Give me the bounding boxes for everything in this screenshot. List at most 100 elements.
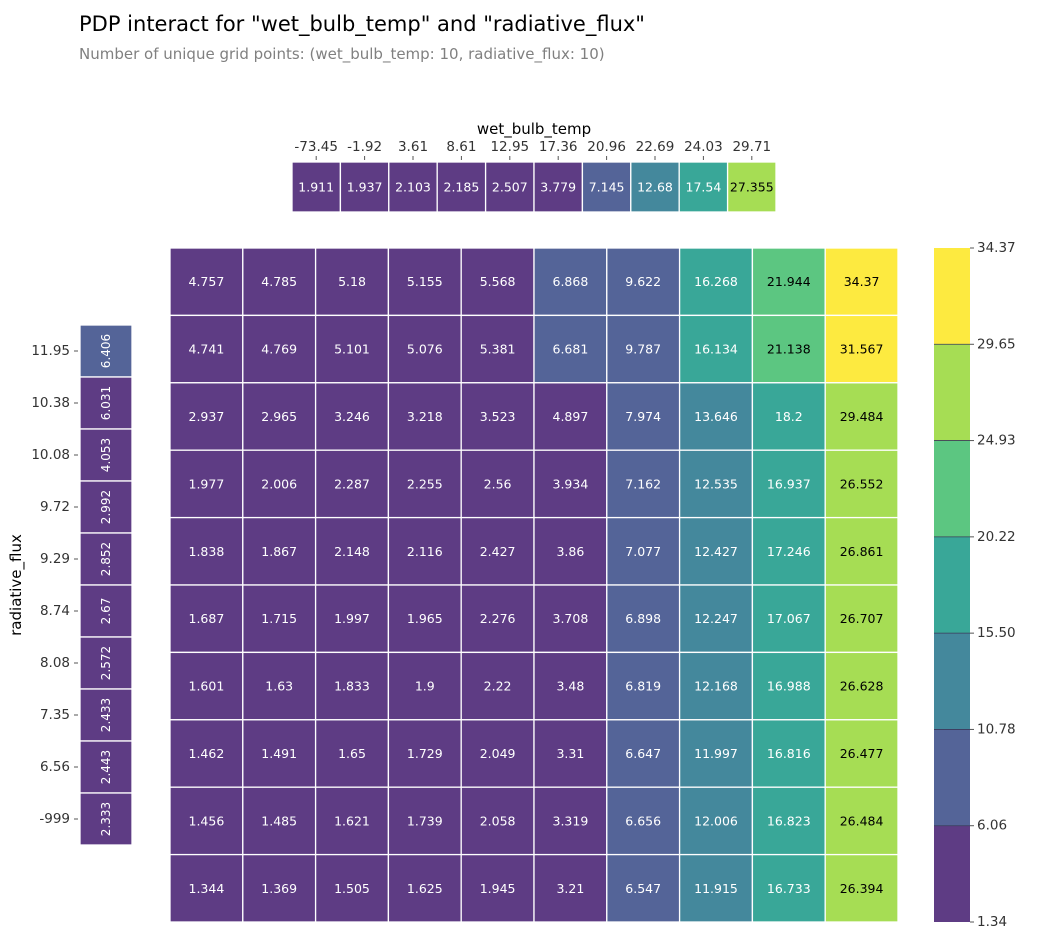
heatmap-cell-label: 3.708 (553, 611, 589, 626)
heatmap-cell-label: 1.63 (265, 679, 293, 694)
heatmap-cell-label: 1.462 (189, 746, 225, 761)
x-marginal-label: 7.145 (589, 180, 625, 195)
heatmap-cell-label: 11.915 (694, 881, 738, 896)
y-tick-label: -999 (39, 811, 70, 827)
colorbar-band (934, 536, 970, 634)
heatmap-cell (169, 449, 244, 519)
heatmap-cell-label: 16.937 (767, 476, 811, 491)
y-marginal-label: 2.992 (99, 490, 113, 524)
heatmap-cell (533, 853, 608, 923)
heatmap-cell (387, 584, 462, 654)
heatmap-cell-label: 1.687 (189, 611, 225, 626)
heatmap-cell-label: 29.484 (840, 409, 884, 424)
y-tick-label: 10.38 (31, 395, 70, 411)
heatmap-cell (678, 853, 754, 923)
heatmap-cell-label: 2.22 (484, 679, 512, 694)
heatmap-cell (533, 584, 608, 654)
heatmap-cell-label: 16.816 (767, 746, 811, 761)
heatmap-cell-label: 1.601 (189, 679, 225, 694)
y-marginal-label: 2.443 (99, 750, 113, 784)
heatmap-cell-label: 31.567 (840, 342, 884, 357)
heatmap-cell-label: 13.646 (694, 409, 738, 424)
heatmap-cell (242, 786, 317, 856)
heatmap-cell-label: 17.067 (767, 611, 811, 626)
heatmap-cell-label: 34.37 (844, 274, 880, 289)
heatmap-cell (460, 584, 535, 654)
colorbar-band (934, 440, 970, 537)
heatmap-cell (387, 853, 462, 923)
heatmap-cell (824, 314, 899, 384)
heatmap-cell (242, 516, 317, 586)
heatmap-cell-label: 2.006 (261, 476, 297, 491)
heatmap-cell-label: 1.965 (407, 611, 443, 626)
y-marginal-cell (79, 740, 133, 794)
heatmap-cell-label: 12.427 (694, 544, 738, 559)
heatmap-cell-label: 26.628 (840, 679, 884, 694)
heatmap-cell-label: 2.287 (334, 476, 370, 491)
heatmap-cell-label: 6.868 (553, 274, 589, 289)
x-marginal-label: 2.103 (395, 180, 431, 195)
heatmap-cell-label: 2.937 (189, 409, 225, 424)
heatmap-cell (169, 247, 244, 317)
colorbar-band (934, 825, 970, 922)
heatmap-cell (387, 719, 462, 788)
colorbar-tick-label: 20.22 (977, 529, 1016, 545)
colorbar-tick-label: 29.65 (977, 336, 1016, 352)
heatmap-cell-label: 7.974 (625, 409, 661, 424)
heatmap-cell (314, 786, 390, 856)
heatmap-cell (751, 719, 826, 788)
heatmap-cell (169, 584, 244, 654)
heatmap-cell-label: 2.965 (261, 409, 297, 424)
chart-subtitle: Number of unique grid points: (wet_bulb_… (79, 45, 605, 63)
heatmap-cell (606, 382, 681, 451)
heatmap-cell (606, 584, 681, 654)
heatmap-grid: 4.757 4.785 5.18 5.155 5.568 6.868 9.622 16.268… (169, 247, 899, 923)
heatmap-cell (606, 786, 681, 856)
y-axis-label: radiative_flux (7, 534, 26, 636)
heatmap-cell-label: 1.739 (407, 813, 443, 828)
heatmap-cell-label: 5.155 (407, 274, 443, 289)
y-marginal-label: 2.572 (99, 646, 113, 680)
heatmap-cell-label: 16.134 (694, 342, 738, 357)
x-axis-label: wet_bulb_temp (477, 120, 591, 139)
heatmap-cell-label: 26.394 (840, 881, 884, 896)
heatmap-cell-label: 1.505 (334, 881, 370, 896)
heatmap-cell-label: 12.168 (694, 679, 738, 694)
heatmap-cell (460, 853, 535, 923)
heatmap-cell (242, 584, 317, 654)
y-tick-label: 7.35 (40, 707, 70, 723)
heatmap-cell-label: 1.456 (189, 813, 225, 828)
colorbar-band (934, 248, 970, 345)
heatmap-cell (533, 719, 608, 788)
heatmap-cell (751, 314, 826, 384)
x-marginal-cell (678, 161, 729, 213)
heatmap-cell-label: 2.427 (480, 544, 516, 559)
heatmap-cell-label: 26.484 (840, 813, 884, 828)
colorbar-tick-label: 24.93 (977, 433, 1016, 449)
heatmap-cell-label: 1.491 (261, 746, 297, 761)
y-marginal-cell (79, 636, 133, 690)
heatmap-cell-label: 2.276 (480, 611, 516, 626)
heatmap-cell-label: 5.381 (480, 342, 516, 357)
y-marginal-cell (79, 688, 133, 742)
heatmap-cell (824, 651, 899, 721)
heatmap-cell-label: 16.733 (767, 881, 811, 896)
heatmap-cell-label: 6.656 (625, 813, 661, 828)
x-tick-label: 17.36 (539, 139, 578, 155)
heatmap-cell-label: 1.621 (334, 813, 370, 828)
heatmap-cell (533, 314, 608, 384)
y-marginal-label: 6.031 (99, 386, 113, 420)
heatmap-cell-label: 1.945 (480, 881, 516, 896)
heatmap-cell-label: 2.116 (407, 544, 443, 559)
heatmap-cell-label: 16.988 (767, 679, 811, 694)
heatmap-cell (314, 314, 390, 384)
heatmap-cell-label: 9.787 (625, 342, 661, 357)
heatmap-cell-label: 3.523 (480, 409, 516, 424)
y-marginal-cell (79, 376, 133, 430)
heatmap-cell-label: 4.785 (261, 274, 297, 289)
heatmap-cell-label: 5.18 (338, 274, 366, 289)
heatmap-cell (314, 719, 390, 788)
heatmap-cell-label: 12.247 (694, 611, 738, 626)
heatmap-cell (678, 651, 754, 721)
